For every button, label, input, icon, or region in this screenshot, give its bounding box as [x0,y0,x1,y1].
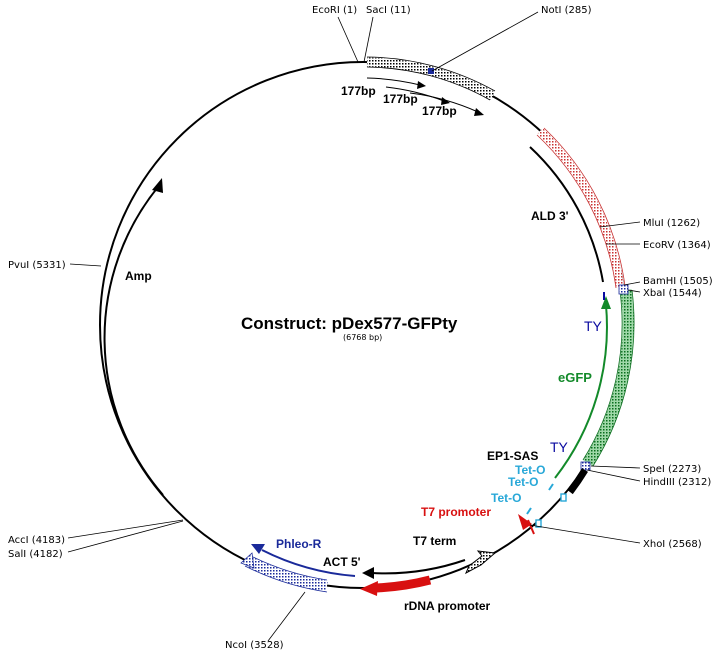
label-act5: ACT 5' [323,555,361,569]
repeat-arrowhead-3 [474,108,484,116]
ald3-band [537,128,624,288]
repeat-band-edge [366,56,496,101]
xbai-marker [618,284,629,295]
site-pointer-lines [67,11,641,642]
site-ecorv-1364: EcoRV (1364) [643,240,711,251]
label-t7-promoter: T7 promoter [421,505,491,519]
site-xhoi-2568: XhoI (2568) [643,539,702,550]
site-sali-4182: SalI (4182) [8,549,63,560]
label-rdna-promoter: rDNA promoter [404,599,491,613]
teto-box-2 [535,519,542,528]
label-amp: Amp [125,269,152,283]
label-177bp-1: 177bp [341,84,376,98]
site-hindiii-2312: HindIII (2312) [643,477,711,488]
phleo-arrow [261,549,356,577]
label-ty-2: TY [550,439,569,455]
egfp-band [583,289,634,466]
label-ep1sas: EP1-SAS [487,449,538,463]
construct-title: Construct: pDex577-GFPty [241,314,458,333]
egfp-arrow [554,304,608,479]
spei-marker [580,461,591,471]
site-ncoi-3528: NcoI (3528) [225,640,284,651]
label-t7-term: T7 term [413,534,456,548]
phleo-band-tip [240,552,255,569]
label-egfp: eGFP [558,370,592,385]
teto-box-1 [560,493,567,502]
t7-promoter-line [527,519,535,535]
site-xbai-1544: XbaI (1544) [643,288,702,299]
phleo-band [245,556,328,592]
site-bamhi-1505: BamHI (1505) [643,276,713,287]
repeat-arrow-3 [409,92,479,113]
act5-arrowhead [362,567,374,579]
site-mlui-1262: MluI (1262) [643,218,700,229]
teto-tick-2 [526,507,532,515]
label-177bp-2: 177bp [383,92,418,106]
rdna-band [374,575,432,593]
label-teto-2: Tet-O [508,475,538,489]
label-ty-1: TY [584,318,603,334]
ep1sas-band [567,468,588,495]
teto-tick-1 [548,483,554,491]
amp-arrow [103,186,164,496]
noti-marker [428,68,434,74]
site-pvui-5331: PvuI (5331) [8,260,66,271]
site-ecori-1: EcoRI (1) [312,5,357,16]
t7-promoter-arrow [518,514,532,530]
t7-term-arrow [464,550,497,575]
label-ald3: ALD 3' [531,209,569,223]
egfp-arrowhead [601,296,611,309]
egfp-band-edge [582,289,635,467]
ald3-feature-line [529,146,604,283]
act5-arrow [371,559,466,575]
label-phleo: Phleo-R [276,537,322,551]
phleo-arrowhead [251,544,265,554]
site-saci-11: SacI (11) [366,5,411,16]
ald3-band-edge [536,127,626,289]
rdna-arrowhead [360,581,378,596]
site-acci-4183: AccI (4183) [8,535,65,546]
amp-arrowhead [152,178,163,193]
label-177bp-3: 177bp [422,104,457,118]
construct-size: (6768 bp) [343,333,382,342]
site-noti-285: NotI (285) [541,5,592,16]
site-spei-2273: SpeI (2273) [643,464,701,475]
label-teto-3: Tet-O [491,491,521,505]
label-teto-1: Tet-O [515,463,545,477]
phleo-band-edge [244,555,328,593]
repeat-arrowhead-1 [417,81,426,89]
repeat-arrowhead-2 [441,97,450,105]
